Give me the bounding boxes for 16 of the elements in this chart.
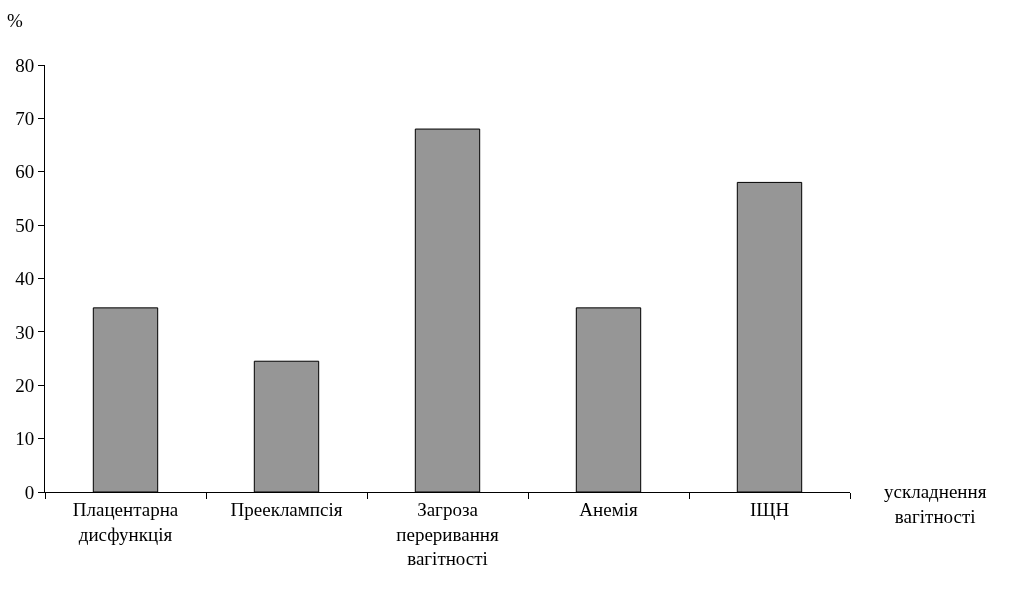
y-tick-label: 40 xyxy=(15,268,35,290)
y-tick-label: 20 xyxy=(15,374,35,396)
y-axis-title: % xyxy=(7,10,23,31)
y-tick-label: 10 xyxy=(15,428,35,450)
x-tick-label: Загроза переривання вагітності xyxy=(396,498,499,570)
y-tick-label: 50 xyxy=(15,214,35,236)
x-tick-label: Анемія xyxy=(579,498,638,520)
y-tick-label: 60 xyxy=(15,161,35,183)
x-axis-title: ускладнення вагітності xyxy=(884,481,987,527)
y-tick-label: 80 xyxy=(15,54,35,76)
x-tick-label: Прееклампсія xyxy=(230,498,343,520)
x-tick-label: Плацентарна дисфункція xyxy=(72,498,179,545)
y-tick-label: 30 xyxy=(15,321,35,343)
y-tick-label: 0 xyxy=(24,481,35,503)
x-tick-label: ІЩН xyxy=(749,498,790,520)
y-tick-label: 70 xyxy=(15,108,35,130)
